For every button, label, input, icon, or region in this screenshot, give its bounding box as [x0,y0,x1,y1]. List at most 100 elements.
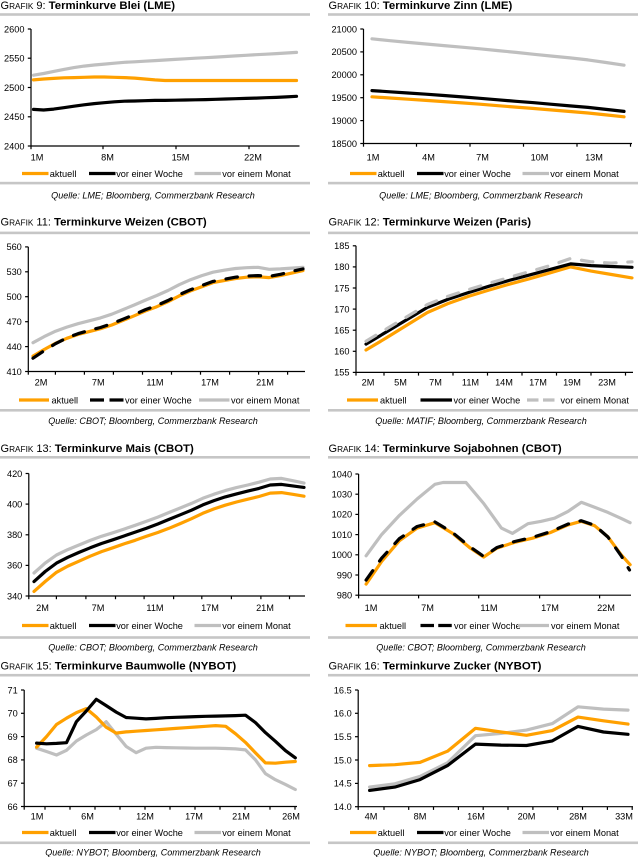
svg-text:18500: 18500 [331,139,357,149]
svg-text:12M: 12M [136,811,154,821]
svg-text:530: 530 [6,267,21,277]
svg-text:2400: 2400 [4,141,24,151]
svg-text:21M: 21M [256,378,274,388]
svg-text:1M: 1M [31,811,44,821]
svg-text:vor einem Monat: vor einem Monat [222,169,291,179]
svg-text:68: 68 [7,755,17,765]
svg-text:vor einem Monat: vor einem Monat [561,395,630,405]
svg-text:aktuell: aktuell [378,828,405,838]
svg-text:GRAFIK 9: Terminkurve Blei (LM: GRAFIK 9: Terminkurve Blei (LME) [1,0,176,12]
svg-text:380: 380 [7,530,22,540]
svg-text:aktuell: aktuell [50,828,77,838]
svg-text:1010: 1010 [332,530,352,540]
svg-text:Quelle: CBOT; Bloomberg, Comme: Quelle: CBOT; Bloomberg, Commerzbank Res… [376,643,586,653]
svg-text:1040: 1040 [332,469,352,479]
svg-text:GRAFIK 16: Terminkurve Zucker: GRAFIK 16: Terminkurve Zucker (NYBOT) [329,660,542,672]
svg-text:vor einem Monat: vor einem Monat [222,828,291,838]
svg-text:Quelle: NYBOT; Bloomberg, Comm: Quelle: NYBOT; Bloomberg, Commerzbank Re… [45,848,261,857]
svg-text:17M: 17M [529,378,547,388]
svg-text:160: 160 [334,347,349,357]
svg-text:13M: 13M [585,153,603,163]
svg-text:17M: 17M [201,603,219,613]
svg-text:28M: 28M [569,811,587,821]
svg-text:Quelle: LME; Bloomberg, Commer: Quelle: LME; Bloomberg, Commerzbank Rese… [51,191,255,201]
svg-text:20500: 20500 [331,47,357,57]
svg-text:6M: 6M [81,811,94,821]
svg-text:Quelle: MATIF; Bloomberg, Comm: Quelle: MATIF; Bloomberg, Commerzbank Re… [375,416,587,426]
svg-text:Quelle: CBOT; Bloomberg, Comme: Quelle: CBOT; Bloomberg, Commerzbank Res… [48,643,258,653]
svg-text:2450: 2450 [4,112,24,122]
svg-text:GRAFIK 13: Terminkurve Mais (C: GRAFIK 13: Terminkurve Mais (CBOT) [1,443,195,455]
svg-text:340: 340 [7,591,22,601]
svg-text:17M: 17M [185,811,203,821]
svg-text:71: 71 [7,685,17,695]
svg-text:500: 500 [6,292,21,302]
svg-text:19000: 19000 [331,116,357,126]
svg-text:2600: 2600 [4,24,24,34]
svg-text:990: 990 [337,570,352,580]
svg-text:4M: 4M [422,153,435,163]
svg-text:8M: 8M [414,811,427,821]
svg-text:vor einem Monat: vor einem Monat [231,395,300,405]
svg-text:vor einer Woche: vor einer Woche [116,169,183,179]
svg-text:155: 155 [334,368,349,378]
svg-text:vor einer Woche: vor einer Woche [116,828,183,838]
svg-text:vor einem Monat: vor einem Monat [550,169,619,179]
svg-text:400: 400 [7,499,22,509]
svg-text:33M: 33M [615,811,633,821]
svg-text:2M: 2M [36,603,49,613]
svg-text:15.5: 15.5 [334,732,352,742]
svg-text:170: 170 [334,304,349,314]
svg-text:19500: 19500 [331,93,357,103]
svg-text:14.0: 14.0 [334,802,352,812]
svg-text:26M: 26M [282,811,300,821]
svg-text:vor einer Woche: vor einer Woche [444,828,511,838]
svg-text:15.0: 15.0 [334,755,352,765]
svg-text:7M: 7M [92,603,105,613]
svg-text:7M: 7M [421,603,434,613]
svg-text:185: 185 [334,241,349,251]
svg-text:2550: 2550 [4,54,24,64]
svg-text:16.0: 16.0 [334,709,352,719]
svg-text:1M: 1M [367,153,380,163]
svg-text:4M: 4M [365,811,378,821]
svg-text:GRAFIK 11: Terminkurve Weizen: GRAFIK 11: Terminkurve Weizen (CBOT) [1,217,207,229]
svg-text:vor einer Woche: vor einer Woche [454,621,521,631]
svg-text:15M: 15M [172,153,190,163]
svg-text:410: 410 [6,367,21,377]
svg-text:Quelle: NYBOT; Bloomberg, Comm: Quelle: NYBOT; Bloomberg, Commerzbank Re… [373,848,589,857]
svg-text:GRAFIK 15: Terminkurve Baumwol: GRAFIK 15: Terminkurve Baumwolle (NYBOT) [1,660,237,672]
svg-text:470: 470 [6,317,21,327]
svg-text:1M: 1M [365,603,378,613]
svg-text:17M: 17M [201,378,219,388]
svg-text:GRAFIK 10: Terminkurve Zinn (L: GRAFIK 10: Terminkurve Zinn (LME) [329,0,513,12]
svg-text:11M: 11M [146,603,163,613]
svg-text:20000: 20000 [331,70,357,80]
svg-text:aktuell: aktuell [380,621,407,631]
svg-text:7M: 7M [476,153,489,163]
svg-text:16.5: 16.5 [334,685,352,695]
svg-text:1030: 1030 [332,490,352,500]
svg-text:1M: 1M [31,153,44,163]
svg-text:175: 175 [334,283,349,293]
svg-text:11M: 11M [480,603,497,613]
svg-text:23M: 23M [598,378,616,388]
svg-text:2500: 2500 [4,83,24,93]
svg-text:70: 70 [7,709,17,719]
svg-text:Quelle: LME; Bloomberg, Commer: Quelle: LME; Bloomberg, Commerzbank Rese… [379,191,583,201]
svg-text:aktuell: aktuell [50,169,77,179]
svg-text:aktuell: aktuell [378,169,405,179]
svg-text:2M: 2M [35,378,48,388]
svg-text:11M: 11M [146,378,163,388]
svg-text:21M: 21M [232,811,250,821]
svg-text:7M: 7M [429,378,442,388]
svg-text:5M: 5M [394,378,407,388]
svg-text:aktuell: aktuell [50,621,77,631]
svg-text:vor einem Monat: vor einem Monat [222,621,291,631]
svg-text:vor einem Monat: vor einem Monat [551,621,620,631]
svg-text:22M: 22M [597,603,615,613]
svg-text:vor einer Woche: vor einer Woche [116,621,183,631]
svg-text:180: 180 [334,262,349,272]
svg-text:22M: 22M [244,153,262,163]
svg-text:16M: 16M [467,811,485,821]
